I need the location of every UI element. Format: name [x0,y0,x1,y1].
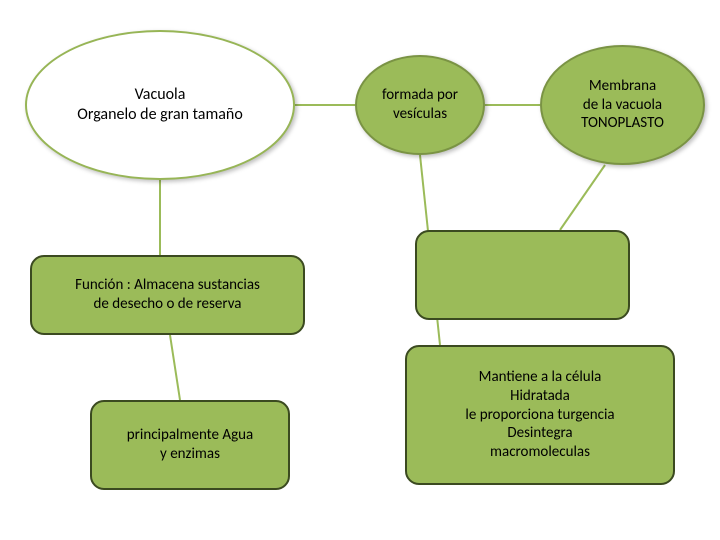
membrana-line1: Membrana [581,77,664,96]
funcion-line1: Función : Almacena sustancias [75,276,260,295]
funcion-line2: de desecho o de reserva [75,295,260,314]
node-vacuola: Vacuola Organelo de gran tamaño [25,30,295,180]
agua-line1: principalmente Agua [127,426,253,445]
node-mantiene: Mantiene a la célula Hidratada le propor… [405,345,675,485]
node-formada: formada por vesículas [355,55,485,155]
mantiene-line1: Mantiene a la célula [465,368,614,387]
membrana-line2: de la vacuola [581,96,664,115]
mantiene-line2: Hidratada [465,387,614,406]
mantiene-line4: Desintegra [465,424,614,443]
vacuola-line2: Organelo de gran tamaño [77,105,243,125]
mantiene-line5: macromoleculas [465,443,614,462]
node-agua: principalmente Agua y enzimas [90,400,290,490]
node-membrana: Membrana de la vacuola TONOPLASTO [540,45,705,165]
node-empty-box [415,230,630,320]
mantiene-line3: le proporciona turgencia [465,406,614,425]
membrana-line3: TONOPLASTO [581,114,664,133]
formada-line1: formada por [382,86,458,105]
vacuola-line1: Vacuola [77,85,243,105]
agua-line2: y enzimas [127,445,253,464]
formada-line2: vesículas [382,105,458,124]
node-funcion: Función : Almacena sustancias de desecho… [30,255,305,335]
